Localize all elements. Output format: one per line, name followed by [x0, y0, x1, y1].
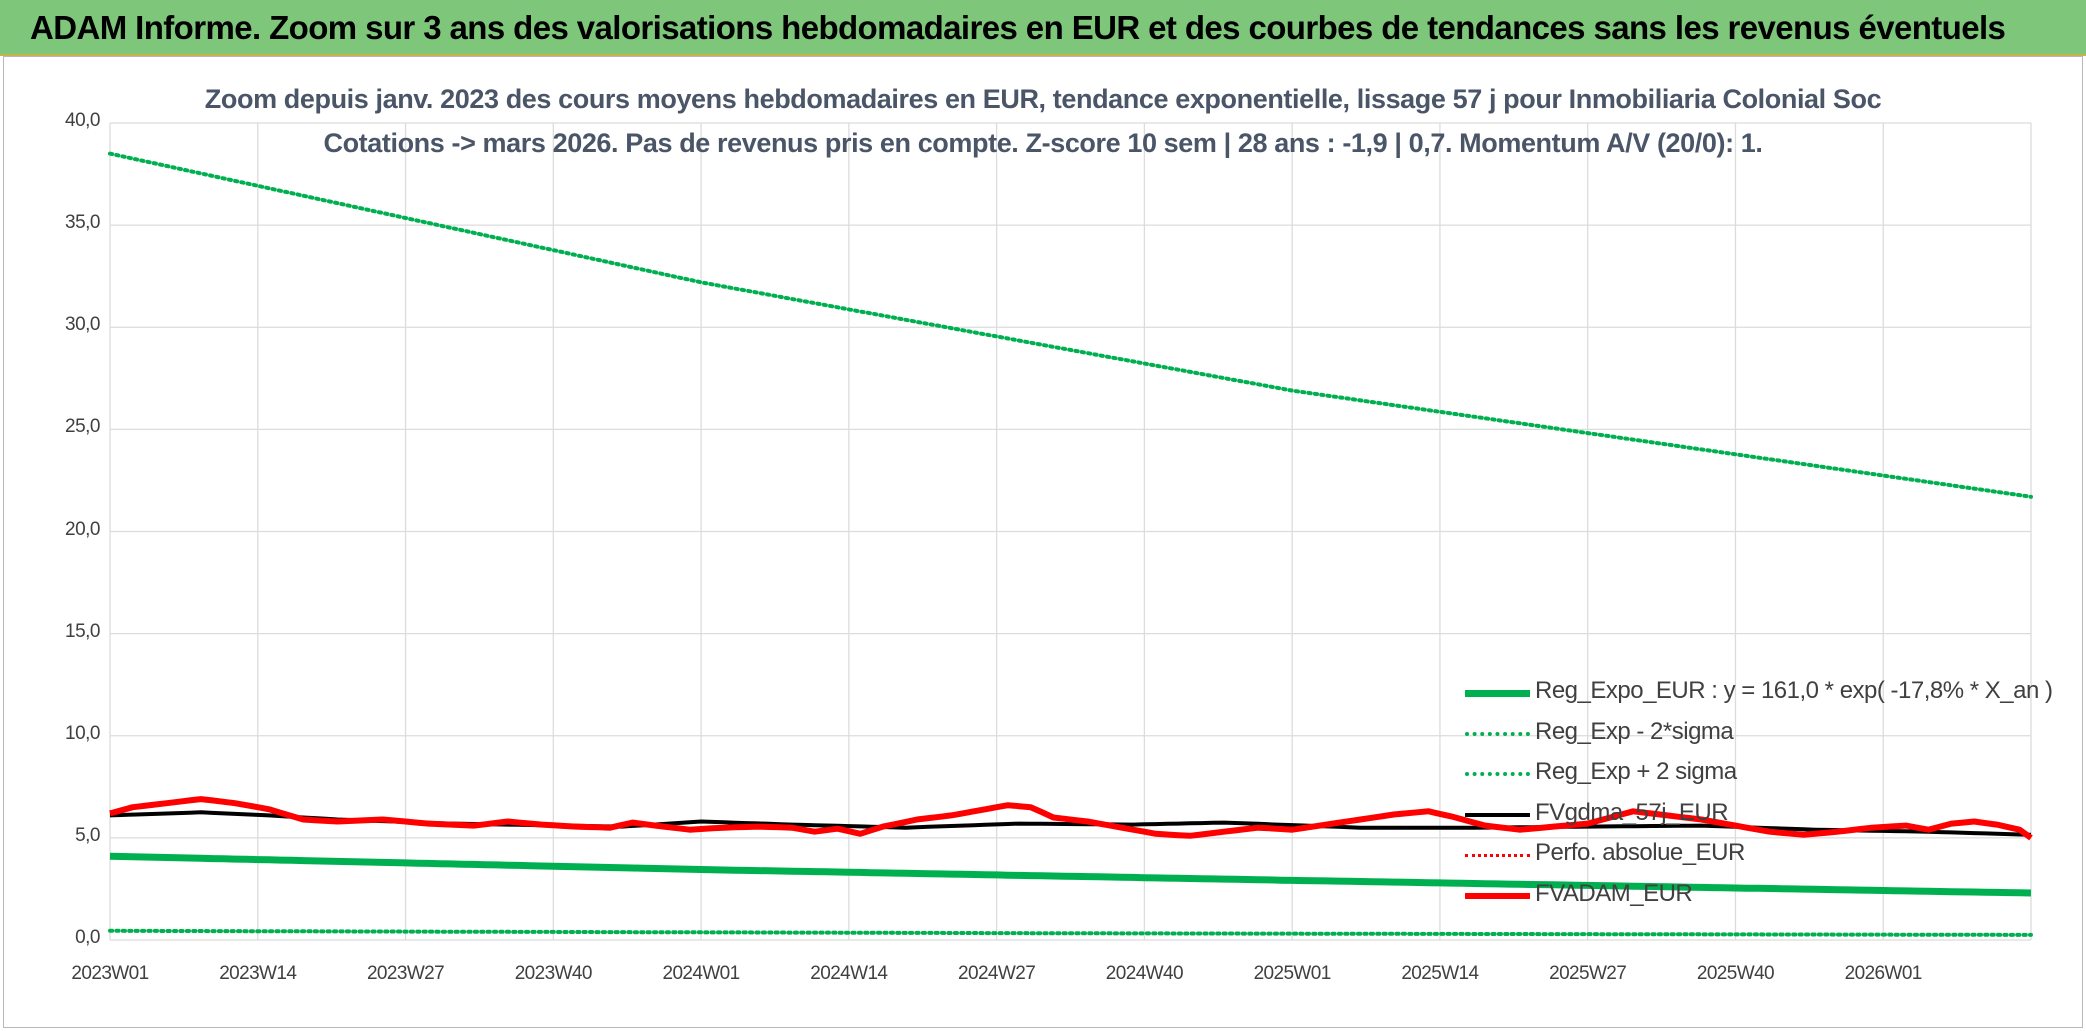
chart-title: Zoom depuis janv. 2023 des cours moyens … — [204, 84, 1882, 114]
y-tick-label: 40,0 — [65, 110, 100, 131]
y-tick-label: 15,0 — [65, 620, 100, 642]
legend-swatch — [1465, 772, 1530, 776]
x-tick-label: 2023W40 — [514, 963, 593, 984]
legend-label: FVADAM_EUR — [1535, 879, 1693, 907]
x-tick-label: 2024W14 — [810, 963, 888, 984]
x-tick-label: 2025W14 — [1401, 963, 1479, 984]
legend-swatch — [1465, 853, 1530, 857]
chart-subtitle: Cotations -> mars 2026. Pas de revenus p… — [323, 128, 1763, 158]
legend-swatch — [1465, 731, 1530, 736]
y-tick-label: 10,0 — [65, 722, 100, 744]
report-title: ADAM Informe. Zoom sur 3 ans des valoris… — [30, 9, 2006, 46]
y-tick-label: 0,0 — [75, 927, 100, 948]
x-tick-label: 2025W40 — [1696, 963, 1775, 984]
x-tick-label: 2023W27 — [366, 963, 445, 984]
y-tick-label: 25,0 — [65, 416, 100, 438]
legend-label: Reg_Expo_EUR : y = 161,0 * exp( -17,8% *… — [1535, 677, 2053, 704]
y-tick-label: 5,0 — [75, 824, 100, 846]
x-tick-label: 2023W14 — [219, 963, 297, 984]
series-line-reg-exp — [108, 151, 2033, 499]
x-tick-label: 2025W01 — [1253, 963, 1332, 984]
series-line-reg-exp — [108, 928, 2033, 937]
chart-frame — [3, 56, 2083, 1028]
series-line-reg-expo-eur — [109, 852, 2032, 897]
x-tick-label: 2025W27 — [1549, 963, 1627, 984]
x-tick-label: 2023W01 — [71, 963, 149, 984]
x-tick-label: 2026W01 — [1844, 963, 1923, 984]
report-banner: ADAM Informe. Zoom sur 3 ans des valoris… — [0, 0, 2086, 56]
x-tick-label: 2024W40 — [1105, 963, 1184, 984]
series-line-fvadam-eur — [109, 796, 2033, 841]
legend-label: FVgdma_57j_EUR — [1535, 798, 1729, 826]
legend-swatch — [1465, 892, 1530, 899]
x-tick-label: 2024W01 — [662, 963, 740, 984]
y-tick-label: 30,0 — [65, 314, 100, 336]
legend-label: Reg_Exp + 2 sigma — [1535, 758, 1737, 785]
legend-label: Reg_Exp - 2*sigma — [1535, 717, 1734, 745]
y-tick-label: 35,0 — [65, 212, 100, 234]
x-tick-label: 2024W27 — [958, 963, 1036, 984]
y-tick-label: 20,0 — [65, 518, 100, 540]
legend-label: Perfo. absolue_EUR — [1535, 839, 1745, 866]
legend-swatch — [1465, 689, 1530, 697]
legend-swatch — [1465, 812, 1530, 817]
